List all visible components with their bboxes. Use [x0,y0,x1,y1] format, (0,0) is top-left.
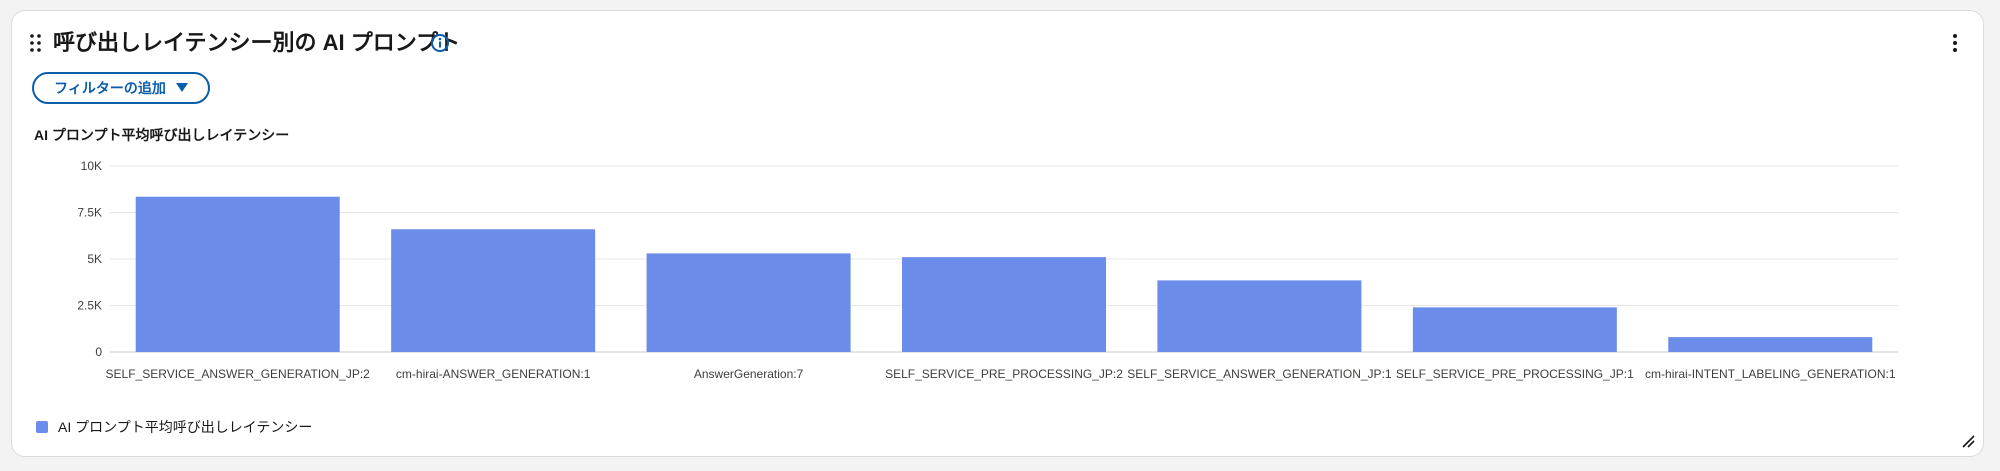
card-title: 呼び出しレイテンシー別の AI プロンプト [53,30,461,55]
legend-swatch [36,421,48,433]
bar[interactable] [1412,307,1617,352]
info-icon[interactable] [428,31,452,55]
kebab-menu-icon[interactable] [1943,29,1967,57]
caret-down-icon [175,83,188,92]
x-tick-label: SELF_SERVICE_PRE_PROCESSING_JP:2 [885,367,1123,381]
x-tick-label: cm-hirai-ANSWER_GENERATION:1 [396,367,591,381]
chart-legend: AI プロンプト平均呼び出しレイテンシー [36,417,312,437]
y-tick-label: 10K [81,159,102,173]
bar[interactable] [135,196,340,352]
chart-title: AI プロンプト平均呼び出しレイテンシー [34,127,290,143]
bar[interactable] [1157,280,1362,352]
bar[interactable] [646,253,851,352]
resize-handle-icon[interactable] [1961,434,1975,448]
y-tick-label: 0 [95,345,102,359]
y-tick-label: 7.5K [77,206,102,220]
chart-card: 呼び出しレイテンシー別の AI プロンプト フィルターの追加 AI プロンプト平… [11,10,1984,457]
x-tick-label: SELF_SERVICE_ANSWER_GENERATION_JP:1 [1127,367,1392,381]
x-tick-label: AnswerGeneration:7 [694,367,804,381]
drag-handle-icon[interactable] [29,33,43,53]
x-tick-label: SELF_SERVICE_ANSWER_GENERATION_JP:2 [106,367,371,381]
legend-label[interactable]: AI プロンプト平均呼び出しレイテンシー [58,419,313,435]
x-tick-label: SELF_SERVICE_PRE_PROCESSING_JP:1 [1396,367,1634,381]
bar-chart: 0 2.5K 5K 7.5K 10K SELF_SERVICE_ANSWER_GENERA… [77,159,1898,381]
bar[interactable] [902,257,1106,352]
add-filter-button[interactable]: フィルターの追加 [32,72,210,104]
add-filter-label: フィルターの追加 [54,80,166,96]
y-tick-label: 5K [87,252,102,266]
bar[interactable] [391,229,596,352]
bar[interactable] [1668,337,1873,352]
y-tick-label: 2.5K [77,299,102,313]
x-tick-label: cm-hirai-INTENT_LABELING_GENERATION:1 [1645,367,1896,381]
